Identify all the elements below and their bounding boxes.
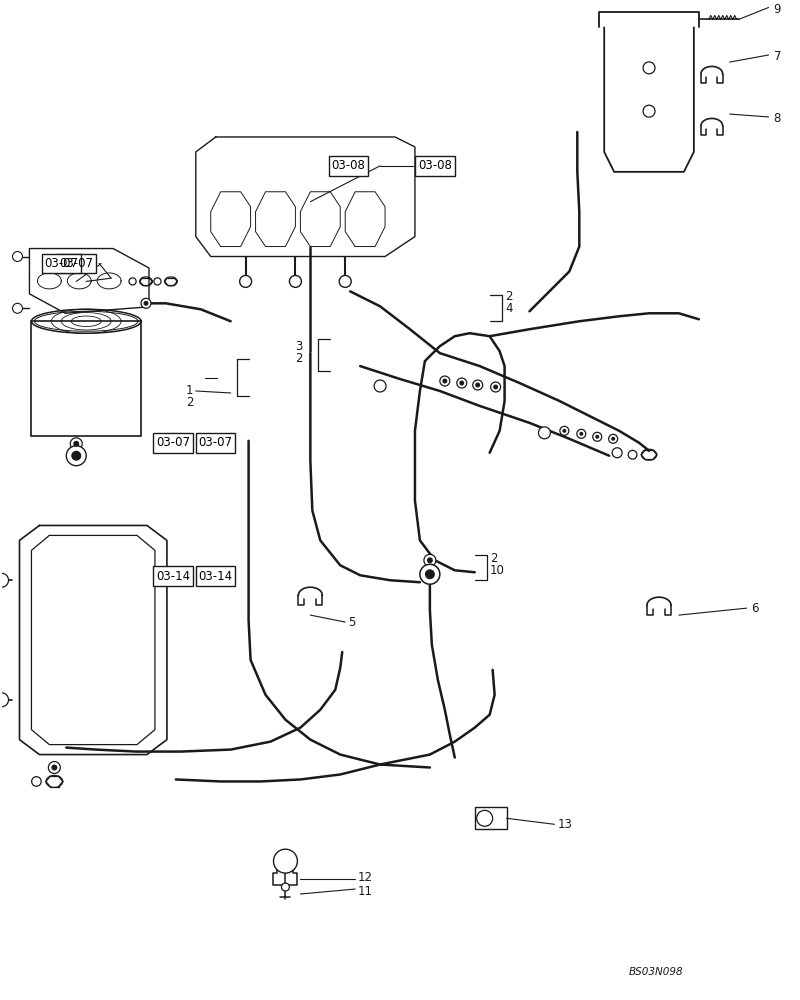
Circle shape	[13, 303, 22, 313]
Text: BS03N098: BS03N098	[629, 967, 684, 977]
FancyBboxPatch shape	[196, 566, 235, 586]
Text: 03-08: 03-08	[331, 159, 365, 172]
Circle shape	[143, 301, 149, 306]
Circle shape	[473, 380, 482, 390]
Text: 3: 3	[295, 340, 302, 353]
FancyBboxPatch shape	[154, 566, 193, 586]
Circle shape	[611, 437, 615, 441]
Circle shape	[274, 849, 298, 873]
Text: 10: 10	[490, 564, 505, 577]
Circle shape	[0, 573, 9, 587]
Circle shape	[593, 432, 602, 441]
Circle shape	[48, 762, 60, 773]
Text: 9: 9	[774, 3, 781, 16]
Circle shape	[490, 382, 501, 392]
Circle shape	[459, 381, 464, 386]
Circle shape	[51, 765, 58, 771]
Circle shape	[560, 426, 569, 435]
Circle shape	[538, 427, 550, 439]
FancyBboxPatch shape	[196, 433, 235, 453]
Circle shape	[612, 448, 622, 458]
FancyBboxPatch shape	[57, 254, 96, 273]
Circle shape	[595, 435, 599, 439]
Bar	[474, 807, 506, 829]
Circle shape	[609, 434, 618, 443]
Text: 03-14: 03-14	[198, 570, 233, 583]
Text: 2: 2	[295, 352, 303, 365]
Text: 7: 7	[774, 50, 781, 63]
Text: 6: 6	[750, 602, 758, 615]
Text: 13: 13	[558, 818, 572, 831]
Circle shape	[477, 810, 493, 826]
Circle shape	[154, 278, 161, 285]
Text: 5: 5	[348, 616, 355, 629]
Circle shape	[71, 451, 82, 461]
Circle shape	[643, 62, 655, 74]
Text: 03-08: 03-08	[418, 159, 452, 172]
Text: 03-07: 03-07	[44, 257, 78, 270]
Text: 1: 1	[186, 384, 194, 397]
Circle shape	[562, 429, 566, 433]
Circle shape	[129, 278, 136, 285]
Text: 2: 2	[506, 290, 513, 303]
Circle shape	[420, 564, 440, 584]
Text: 2: 2	[490, 552, 497, 565]
Circle shape	[32, 777, 42, 786]
Text: 12: 12	[358, 871, 373, 884]
Circle shape	[66, 446, 86, 466]
Circle shape	[577, 429, 586, 438]
Circle shape	[70, 438, 82, 450]
Circle shape	[13, 252, 22, 261]
Text: 2: 2	[186, 396, 194, 409]
Circle shape	[579, 432, 583, 436]
Text: 03-14: 03-14	[156, 570, 190, 583]
FancyBboxPatch shape	[329, 156, 368, 176]
Circle shape	[493, 385, 498, 389]
Text: 4: 4	[506, 302, 513, 315]
Circle shape	[643, 105, 655, 117]
Circle shape	[427, 557, 433, 563]
Circle shape	[240, 275, 251, 287]
Text: 03-07: 03-07	[156, 436, 190, 449]
Circle shape	[339, 275, 351, 287]
Circle shape	[141, 298, 151, 308]
Circle shape	[440, 376, 450, 386]
Circle shape	[424, 554, 436, 566]
Circle shape	[290, 275, 302, 287]
Text: 03-07: 03-07	[198, 436, 233, 449]
Circle shape	[442, 379, 447, 384]
Bar	[31, 321, 141, 436]
Circle shape	[0, 693, 9, 707]
FancyBboxPatch shape	[415, 156, 454, 176]
Circle shape	[475, 383, 480, 387]
Circle shape	[374, 380, 386, 392]
Circle shape	[74, 441, 79, 447]
Text: 8: 8	[774, 112, 781, 125]
FancyBboxPatch shape	[42, 254, 81, 273]
Circle shape	[425, 569, 435, 579]
Text: 03-07: 03-07	[59, 257, 94, 270]
Text: 11: 11	[358, 885, 373, 898]
Circle shape	[628, 450, 637, 459]
FancyBboxPatch shape	[154, 433, 193, 453]
Circle shape	[282, 883, 290, 891]
Circle shape	[457, 378, 466, 388]
